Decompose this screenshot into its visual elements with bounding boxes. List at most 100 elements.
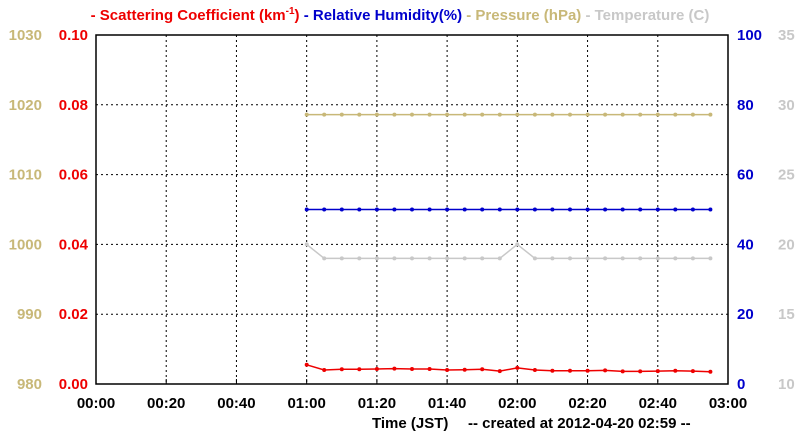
data-point-scattering: [673, 368, 678, 373]
data-point-scattering: [462, 367, 467, 372]
data-point-scattering: [532, 368, 537, 372]
x-tick-label: 03:00: [709, 395, 747, 412]
data-point-scattering: [550, 368, 555, 373]
data-point-humidity: [322, 207, 327, 212]
x-tick-label: 00:00: [77, 395, 115, 412]
data-point-pressure: [708, 112, 713, 117]
data-point-pressure: [445, 112, 450, 117]
data-point-humidity: [708, 207, 713, 212]
temperature-axis: 10 15 20 25 30 35: [778, 27, 795, 393]
scattering-tick-label: 0.00: [59, 376, 88, 393]
data-point-scattering: [445, 368, 450, 372]
temperature-tick-label: 25: [778, 167, 795, 184]
data-point-temperature: [638, 256, 643, 261]
data-point-scattering: [620, 369, 625, 374]
created-caption: -- created at 2012-04-20 02:59 --: [468, 415, 691, 432]
legend-entry-pressure: - Pressure (hPa): [466, 7, 585, 24]
data-point-temperature: [480, 256, 485, 261]
data-point-temperature: [532, 256, 537, 261]
data-point-scattering: [427, 367, 432, 371]
legend-entry-temperature: - Temperature (C): [585, 7, 709, 24]
data-point-pressure: [638, 112, 643, 117]
data-point-pressure: [620, 112, 625, 117]
series-pressure: [304, 112, 713, 117]
grid-lines: [96, 35, 728, 384]
data-point-humidity: [339, 207, 344, 212]
data-point-temperature: [673, 256, 678, 261]
temperature-tick-label: 15: [778, 306, 795, 323]
data-point-scattering: [515, 365, 520, 370]
data-point-humidity: [497, 207, 502, 212]
data-point-scattering: [357, 367, 362, 372]
x-tick-label: 02:00: [498, 395, 536, 412]
data-point-temperature: [322, 256, 327, 261]
scattering-tick-label: 0.06: [59, 167, 88, 184]
data-point-pressure: [550, 112, 555, 117]
data-point-humidity: [374, 207, 379, 212]
data-point-humidity: [515, 207, 520, 212]
series-scattering: [304, 362, 713, 374]
data-point-temperature: [374, 256, 379, 261]
data-point-pressure: [497, 112, 502, 117]
data-point-scattering: [497, 369, 502, 374]
humidity-tick-label: 20: [737, 306, 754, 323]
data-point-temperature: [357, 256, 362, 261]
data-point-temperature: [585, 256, 590, 261]
data-point-humidity: [445, 207, 450, 212]
humidity-tick-label: 0: [737, 376, 745, 393]
series-layer: [304, 112, 713, 374]
pressure-tick-label: 1020: [9, 97, 42, 114]
series-temperature: [304, 242, 713, 261]
data-point-scattering: [374, 367, 379, 371]
pressure-tick-label: 1010: [9, 167, 42, 184]
data-point-humidity: [655, 207, 660, 212]
data-point-temperature: [690, 256, 695, 261]
data-point-scattering: [304, 362, 309, 367]
x-axis-title: Time (JST): [372, 415, 448, 432]
data-point-pressure: [585, 112, 590, 117]
humidity-tick-label: 40: [737, 236, 754, 253]
data-point-humidity: [357, 207, 362, 212]
data-point-pressure: [568, 112, 572, 117]
data-point-temperature: [392, 256, 397, 261]
scattering-tick-label: 0.08: [59, 97, 88, 114]
data-point-temperature: [655, 256, 660, 261]
data-point-temperature: [568, 256, 572, 261]
data-point-scattering: [603, 368, 608, 373]
data-point-humidity: [427, 207, 432, 212]
x-tick-label: 02:20: [568, 395, 606, 412]
data-point-pressure: [322, 112, 327, 117]
data-point-temperature: [497, 256, 502, 261]
x-tick-label: 01:40: [428, 395, 466, 412]
x-tick-label: 00:20: [147, 395, 185, 412]
data-point-humidity: [480, 207, 485, 212]
scattering-tick-label: 0.04: [59, 236, 89, 253]
data-point-temperature: [550, 256, 555, 261]
data-point-humidity: [392, 207, 397, 212]
data-point-scattering: [568, 368, 572, 373]
x-tick-label: 02:40: [639, 395, 677, 412]
plot-frame: [95, 34, 729, 385]
data-point-humidity: [550, 207, 555, 212]
data-point-pressure: [673, 112, 678, 117]
data-point-humidity: [690, 207, 695, 212]
data-point-scattering: [690, 369, 695, 374]
data-point-temperature: [339, 256, 344, 261]
data-point-humidity: [462, 207, 467, 212]
x-axis: 00:00 00:20 00:40 01:00 01:20 01:40 02:00 02:20…: [77, 379, 747, 412]
data-point-humidity: [673, 207, 678, 212]
pressure-tick-label: 1030: [9, 27, 42, 44]
data-point-temperature: [515, 242, 520, 247]
data-point-pressure: [427, 112, 432, 117]
data-point-pressure: [690, 112, 695, 117]
data-point-temperature: [304, 242, 309, 247]
data-point-temperature: [445, 256, 450, 261]
x-tick-label: 01:20: [358, 395, 396, 412]
data-point-humidity: [620, 207, 625, 212]
data-point-scattering: [322, 368, 327, 372]
series-line-scattering: [306, 364, 711, 373]
data-point-temperature: [620, 256, 625, 261]
data-point-temperature: [603, 256, 608, 261]
data-point-pressure: [515, 112, 520, 117]
scattering-tick-label: 0.02: [59, 306, 88, 323]
